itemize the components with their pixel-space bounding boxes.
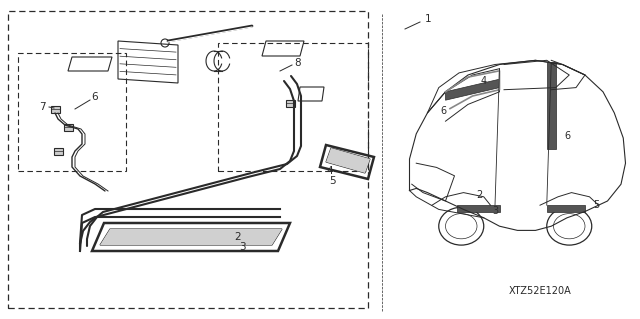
Polygon shape [457, 205, 499, 211]
Bar [218, 43, 368, 171]
Bar [8, 11, 368, 308]
Text: 2: 2 [235, 232, 241, 242]
Text: 4: 4 [481, 76, 487, 86]
Text: XTZ52E120A: XTZ52E120A [509, 286, 572, 296]
Text: 6: 6 [92, 92, 99, 102]
Bar [51, 106, 60, 113]
Text: 6: 6 [564, 131, 570, 141]
Polygon shape [547, 205, 585, 211]
Polygon shape [326, 148, 370, 173]
Text: 1: 1 [425, 14, 431, 24]
Text: 6: 6 [440, 106, 446, 116]
Polygon shape [445, 79, 499, 100]
Bar [18, 53, 126, 171]
Bar [54, 147, 63, 154]
Text: 8: 8 [294, 58, 301, 68]
Polygon shape [547, 63, 556, 149]
Text: 3: 3 [492, 206, 498, 217]
Text: 5: 5 [593, 200, 600, 210]
Bar [63, 123, 72, 130]
Text: 4: 4 [326, 166, 333, 176]
Bar [285, 100, 294, 107]
Text: 7: 7 [38, 102, 45, 112]
Text: 2: 2 [476, 190, 483, 200]
Text: 3: 3 [239, 242, 245, 252]
Polygon shape [100, 229, 282, 245]
Text: 5: 5 [329, 176, 335, 186]
